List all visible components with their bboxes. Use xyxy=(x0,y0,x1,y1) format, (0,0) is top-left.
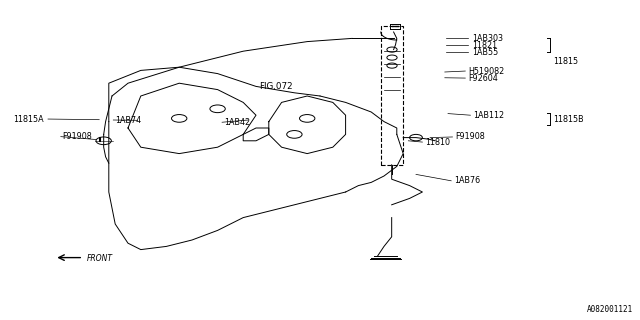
Text: 11810: 11810 xyxy=(425,138,450,147)
Bar xyxy=(381,26,403,165)
Text: 11821: 11821 xyxy=(472,41,497,50)
Text: H519082: H519082 xyxy=(468,67,505,76)
Text: FIG.072: FIG.072 xyxy=(259,82,293,91)
Text: 11815B: 11815B xyxy=(554,115,584,124)
Text: 11815A: 11815A xyxy=(13,115,44,124)
Text: 1AB55: 1AB55 xyxy=(472,48,498,57)
Text: 1AB303: 1AB303 xyxy=(472,34,502,43)
Text: F91908: F91908 xyxy=(63,132,92,141)
Text: 11815: 11815 xyxy=(554,57,579,66)
Text: 1AB76: 1AB76 xyxy=(454,176,481,185)
Text: F92604: F92604 xyxy=(468,74,498,83)
Text: F91908: F91908 xyxy=(456,132,485,141)
Text: FRONT: FRONT xyxy=(86,254,113,263)
Text: A082001121: A082001121 xyxy=(588,305,634,314)
Text: 1AB42: 1AB42 xyxy=(224,118,250,127)
Text: 1AB74: 1AB74 xyxy=(115,116,141,124)
Text: 1AB112: 1AB112 xyxy=(474,111,505,120)
